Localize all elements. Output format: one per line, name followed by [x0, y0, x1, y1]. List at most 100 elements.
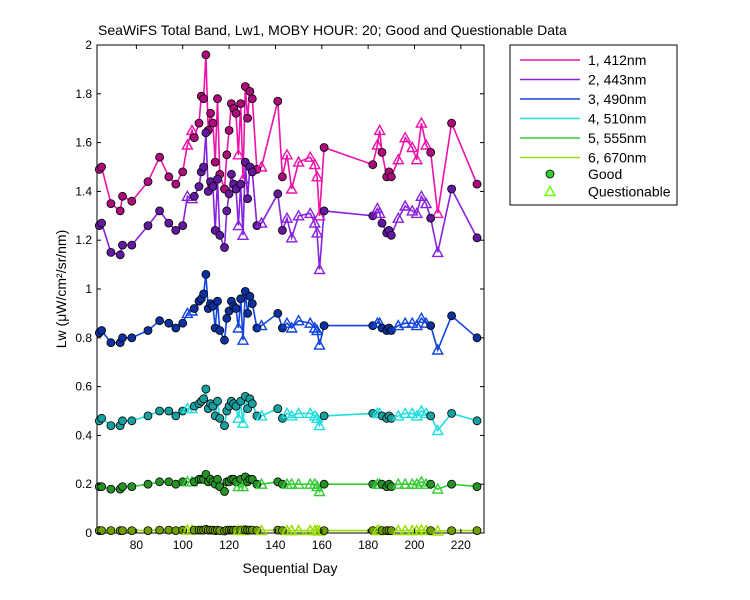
data-point-questionable: [292, 477, 305, 489]
data-point-good: [447, 118, 457, 128]
data-point-good: [106, 338, 116, 348]
data-point-good: [171, 179, 181, 189]
data-point-good: [171, 411, 181, 421]
data-point-good: [127, 482, 137, 492]
x-tick-label: 100: [173, 538, 193, 552]
data-point-good: [231, 108, 241, 118]
data-point-questionable: [280, 148, 294, 160]
data-point-questionable: [292, 314, 305, 326]
data-point-good: [273, 308, 283, 318]
y-tick-label: 2: [85, 38, 92, 52]
data-point-questionable: [181, 189, 194, 201]
data-point-questionable: [399, 199, 412, 211]
data-point-good: [115, 250, 125, 260]
legend-entry: 1, 412nm: [520, 52, 646, 68]
data-point-good: [247, 167, 257, 177]
data-point-questionable: [304, 406, 317, 419]
legend-label: Good: [588, 166, 622, 182]
data-point-good: [472, 526, 482, 535]
data-point-questionable: [419, 197, 433, 209]
data-point-good: [213, 94, 222, 104]
data-point-good: [201, 269, 211, 279]
data-point-good: [178, 221, 188, 231]
legend-label: 2, 443nm: [588, 72, 646, 88]
data-point-good: [194, 118, 204, 128]
data-point-good: [220, 421, 229, 431]
data-point-good: [277, 172, 287, 182]
x-tick-label: 180: [358, 538, 378, 552]
data-point-questionable: [292, 209, 305, 221]
y-tick-label: 0.4: [75, 428, 92, 442]
data-point-good: [447, 311, 457, 321]
data-point-questionable: [399, 477, 412, 489]
y-tick-label: 1: [85, 282, 92, 296]
legend-entry: 3, 490nm: [520, 91, 646, 107]
legend-label: Questionable: [588, 184, 671, 200]
data-point-questionable: [431, 482, 444, 494]
series-4: [94, 384, 482, 436]
data-point-questionable: [431, 245, 444, 258]
data-point-good: [386, 172, 396, 182]
series-1: [94, 50, 482, 221]
data-point-questionable: [431, 206, 444, 219]
data-point-good: [106, 199, 116, 209]
legend-items: 1, 412nm 2, 443nm 3, 490nm 4, 510nm 5, 555nm…: [520, 52, 671, 200]
x-tick-label: 120: [219, 538, 239, 552]
data-point-questionable: [410, 206, 423, 219]
data-point-good: [426, 321, 436, 331]
data-point-questionable: [431, 424, 444, 436]
data-point-good: [273, 96, 283, 106]
data-point-good: [164, 172, 174, 182]
data-point-questionable: [255, 216, 268, 228]
data-point-questionable: [255, 524, 268, 536]
data-point-good: [213, 396, 222, 406]
data-point-good: [199, 289, 209, 299]
data-point-good: [143, 526, 153, 535]
x-tick-label: 140: [265, 538, 285, 552]
data-point-good: [222, 150, 232, 160]
x-tick-label: 220: [451, 538, 471, 552]
data-point-good: [118, 333, 127, 343]
data-point-good: [164, 318, 174, 328]
data-point-questionable: [255, 160, 268, 172]
data-point-good: [245, 291, 255, 301]
data-point-good: [127, 333, 137, 343]
data-point-good: [447, 184, 457, 194]
data-point-questionable: [310, 226, 324, 238]
data-point-questionable: [232, 411, 245, 423]
y-axis-label: Lw (μW/cm²/sr/nm): [53, 230, 69, 349]
x-axis-label: Sequential Day: [243, 560, 338, 576]
data-point-good: [118, 526, 127, 535]
data-point-good: [213, 174, 222, 184]
data-point-good: [155, 206, 165, 216]
data-point-good: [247, 299, 257, 309]
y-tick-label: 1.4: [75, 184, 92, 198]
data-point-good: [215, 230, 225, 240]
data-point-good: [155, 152, 165, 162]
legend-label: 4, 510nm: [588, 111, 646, 127]
data-point-questionable: [373, 123, 386, 136]
data-point-good: [213, 474, 222, 484]
data-point-questionable: [313, 419, 326, 431]
data-point-questionable: [308, 477, 321, 489]
legend-label: 5, 555nm: [588, 130, 646, 146]
data-point-questionable: [313, 485, 326, 497]
data-point-good: [220, 243, 229, 252]
series-5: [94, 469, 482, 497]
data-point-good: [472, 333, 482, 343]
data-point-good: [106, 247, 116, 257]
data-point-questionable: [280, 406, 294, 419]
data-point-questionable: [292, 155, 305, 167]
data-point-good: [368, 160, 378, 170]
data-point-good: [277, 323, 287, 333]
data-point-good: [171, 225, 181, 235]
data-point-good: [201, 384, 211, 394]
data-point-good: [377, 147, 387, 157]
data-point-good: [277, 413, 287, 423]
data-point-good: [247, 94, 257, 104]
data-point-questionable: [232, 219, 245, 231]
data-point-good: [236, 99, 246, 108]
data-point-good: [319, 206, 329, 216]
data-point-good: [472, 233, 482, 243]
